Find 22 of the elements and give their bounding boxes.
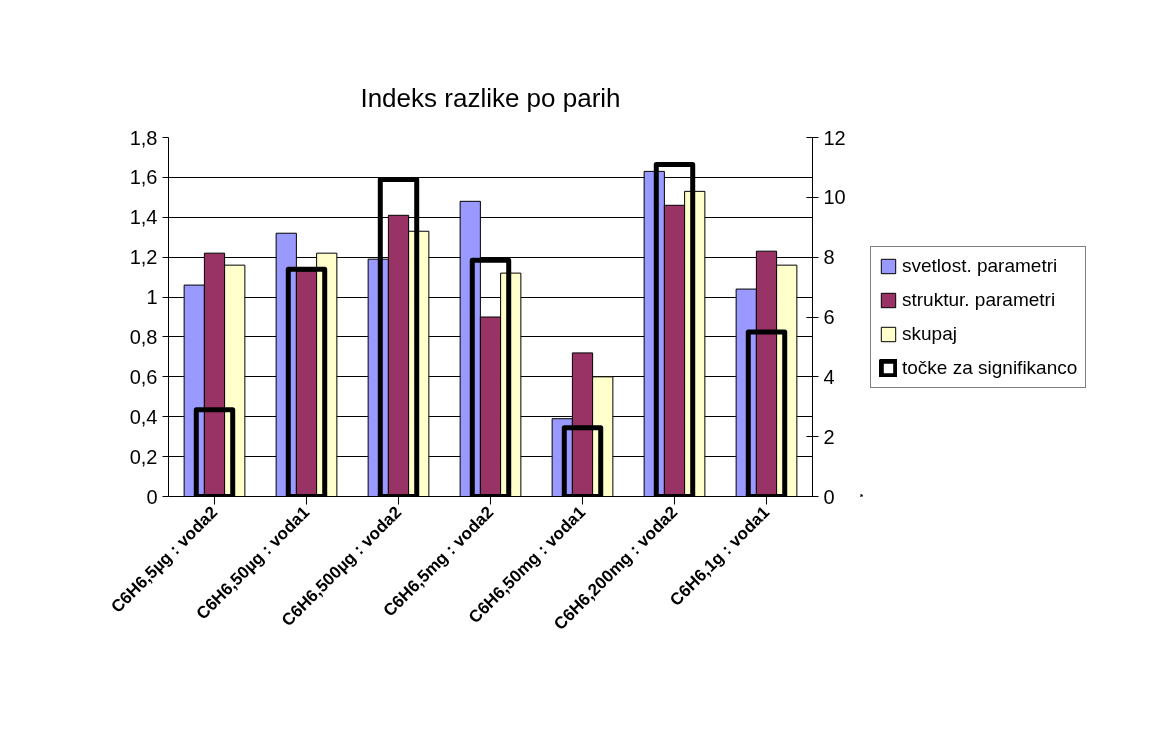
legend-label: skupaj [902,322,957,345]
legend-label: točke za signifikanco [902,356,1078,379]
y-tick-label: 1 [146,286,158,309]
y-tick-label: 1,2 [129,246,158,269]
chart-title: Indeks razlike po parih [360,82,621,113]
legend-label: svetlost. parametri [902,254,1058,277]
y2-tick-label: 12 [823,126,846,149]
y2-tick-label: 2 [823,425,835,448]
y-tick-label: 1,6 [129,166,158,189]
y-tick-label: 1,8 [129,126,158,149]
y-tick-label: 0,2 [129,445,158,468]
y2-tick-label: 8 [823,246,835,269]
y-tick-label: 0,8 [129,325,158,348]
legend-label: struktur. parametri [902,288,1056,311]
y2-tick-label: 4 [823,365,835,388]
y-tick-label: 0,6 [129,365,158,388]
y-tick-label: 1,4 [129,206,158,229]
y-tick-label: 0,4 [129,405,158,428]
y-tick-label: 0 [146,485,158,508]
y2-tick-label: 0 [823,485,835,508]
y2-tick-label: 10 [823,186,846,209]
y2-tick-label: 6 [823,306,835,328]
